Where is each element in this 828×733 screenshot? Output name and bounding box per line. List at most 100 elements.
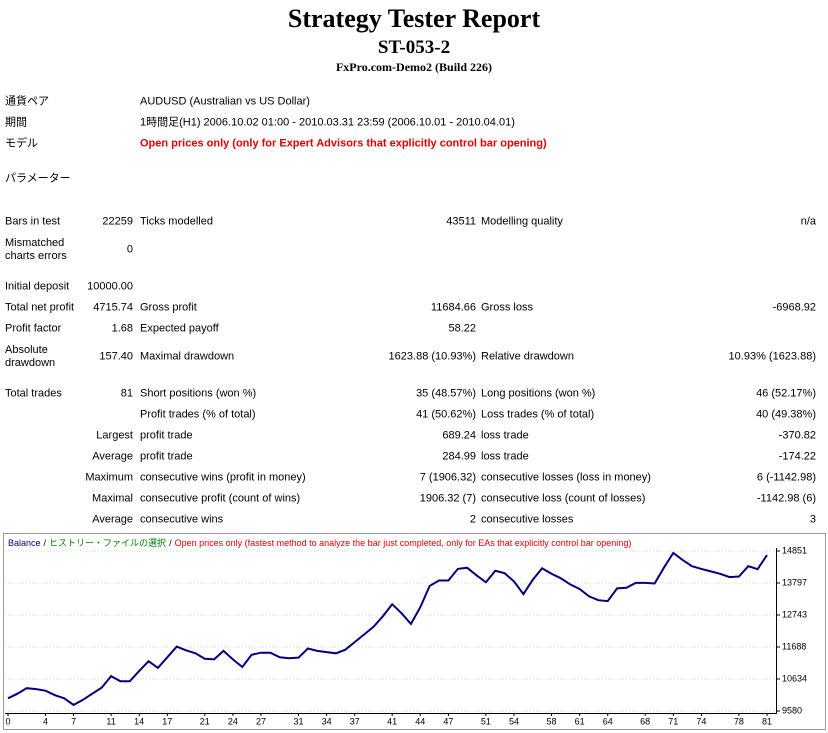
legend-separator: / [44,538,47,548]
stat-value: 10.93% (1623.88) [728,350,816,363]
stat-value: Largest [96,429,133,442]
stat-label: Short positions (won %) [140,387,257,400]
stat-value: 689.24 [442,429,476,442]
x-tick-label: 47 [443,716,453,726]
x-tick-label: 31 [293,716,303,726]
stat-label: profit trade [140,429,193,442]
stat-label: Gross loss [481,301,533,314]
stat-value: 22259 [102,215,133,228]
stat-label: Long positions (won %) [481,387,596,400]
stat-label: Profit factor [5,322,62,335]
y-tick-label: 9580 [782,705,802,715]
x-tick-label: 58 [546,716,556,726]
x-tick-label: 51 [481,716,491,726]
stat-value: Average [92,450,133,463]
stat-value: 35 (48.57%) [416,387,476,400]
stat-value: 6 (-1142.98) [756,471,816,484]
stat-label: Maximal drawdown [140,350,235,363]
stat-value: -370.82 [778,429,816,442]
stat-label: Mismatched charts errors [5,237,67,262]
stat-value: 157.40 [99,350,133,363]
stat-value: -1142.98 (6) [756,492,816,505]
stat-label: Relative drawdown [481,350,574,363]
stat-label: consecutive loss (count of losses) [481,492,646,505]
x-tick-label: 78 [734,716,744,726]
stat-label: Ticks modelled [140,215,213,228]
stat-label: Bars in test [5,215,61,228]
stat-value: 2 [469,513,476,526]
x-tick-label: 4 [43,716,48,726]
stat-label: Profit trades (% of total) [140,408,256,421]
x-tick-label: 71 [668,716,678,726]
stat-value: 7 (1906.32) [419,471,476,484]
stat-value: 0 [126,243,133,256]
x-tick-label: 81 [762,716,772,726]
x-tick-label: 54 [509,716,519,726]
x-tick-label: 24 [228,716,238,726]
legend-balance: Balance [8,538,41,548]
stat-label: Absolute drawdown [5,344,56,369]
stat-value: 3 [809,513,816,526]
setting-value: AUDUSD (Australian vs US Dollar) [140,95,310,108]
stat-label: consecutive wins (profit in money) [140,471,306,484]
setting-value: Open prices only (only for Expert Adviso… [140,137,547,150]
stat-value: 1906.32 (7) [419,492,476,505]
stat-label: Total net profit [5,301,75,314]
setting-value: 1時間足(H1) 2006.10.02 01:00 - 2010.03.31 2… [140,116,515,129]
stat-value: 11684.66 [430,301,476,314]
legend-separator: / [169,538,172,548]
stat-value: 284.99 [442,450,476,463]
stat-value: n/a [800,215,816,228]
setting-label: 期間 [5,116,27,129]
stat-value: Maximal [92,492,133,505]
stat-value: Maximum [85,471,133,484]
y-tick-label: 11688 [782,641,806,651]
stat-label: Modelling quality [481,215,563,228]
x-tick-label: 14 [134,716,144,726]
x-tick-label: 7 [71,716,76,726]
stat-value: 1623.88 (10.93%) [388,350,476,363]
stat-label: Gross profit [140,301,197,314]
x-tick-label: 44 [415,716,425,726]
legend-model: Open prices only (fastest method to anal… [175,538,632,548]
stat-value: -174.22 [778,450,816,463]
stat-label: consecutive losses (loss in money) [481,471,651,484]
stat-value: 43511 [446,215,476,228]
x-tick-label: 74 [696,716,706,726]
setting-label: パラメーター [5,172,71,185]
stat-label: Total trades [5,387,62,400]
x-tick-label: 41 [387,716,397,726]
x-tick-label: 61 [575,716,585,726]
chart-frame [3,533,826,730]
y-tick-label: 14851 [782,545,807,555]
stat-label: Initial deposit [5,280,70,293]
stat-value: 4715.74 [93,301,133,314]
stat-value: 10000.00 [87,280,133,293]
x-tick-label: 37 [350,716,360,726]
x-tick-label: 68 [640,716,650,726]
x-tick-label: 11 [106,716,115,726]
stat-label: Expected payoff [140,322,219,335]
x-tick-label: 27 [256,716,266,726]
x-tick-label: 0 [5,716,10,726]
report-title: Strategy Tester Report [287,4,541,33]
stat-value: 58.22 [448,322,476,335]
x-tick-label: 17 [162,716,172,726]
stat-label: consecutive wins [140,513,224,526]
y-tick-label: 12743 [782,609,807,619]
x-tick-label: 64 [603,716,613,726]
x-tick-label: 34 [322,716,332,726]
stat-label: loss trade [481,429,529,442]
stat-label: loss trade [481,450,529,463]
chart-legend: Balance / ヒストリー・ファイルの選択 / Open prices only (… [8,537,631,548]
stat-label: profit trade [140,450,193,463]
stat-value: 1.68 [111,322,133,335]
report-subtitle: ST-053-2 [377,37,451,58]
y-tick-label: 10634 [782,673,807,683]
stat-label: consecutive profit (count of wins) [140,492,301,505]
server-name: FxPro.com-Demo2 (Build 226) [335,60,493,74]
stat-value: -6968.92 [772,301,816,314]
stat-value: 81 [120,387,133,400]
